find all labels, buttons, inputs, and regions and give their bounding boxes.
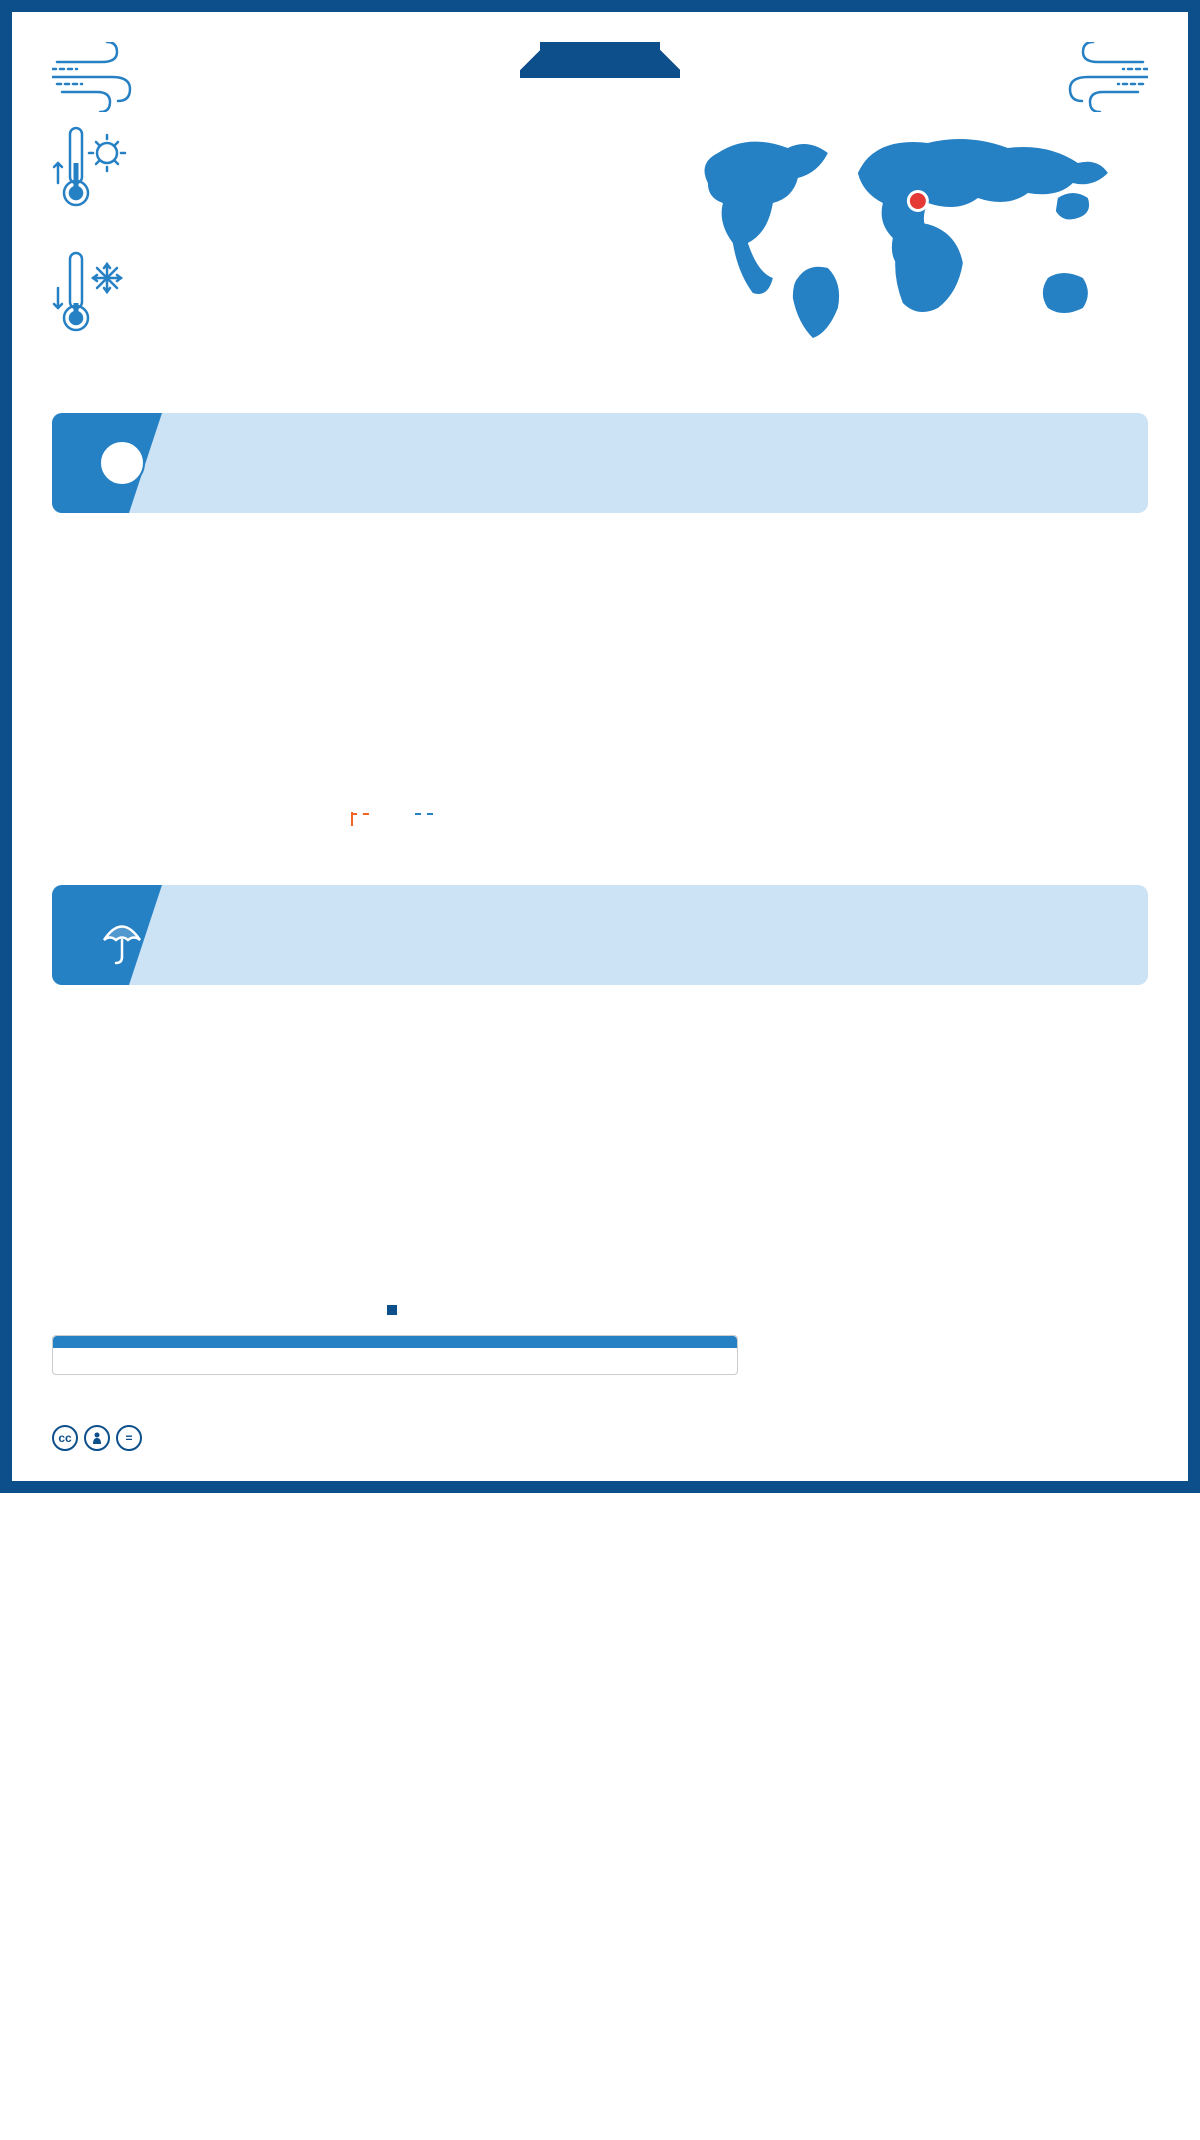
thermometer-snow-icon (52, 248, 132, 338)
precipitation-bar-chart (52, 1015, 738, 1295)
fact-coldest (52, 248, 638, 343)
thermometer-sun-icon (52, 123, 132, 213)
sun-icon (92, 433, 152, 493)
precipitation-row (52, 1015, 1148, 1375)
cc-icon: cc (52, 1425, 78, 1451)
temperature-legend (52, 813, 738, 815)
temperature-line-chart (52, 543, 738, 803)
fact-warmest (52, 123, 638, 218)
header (52, 42, 1148, 83)
precipitation-legend (52, 1305, 738, 1315)
temperature-chart-row (52, 543, 1148, 815)
wind-icon-right (1048, 42, 1148, 112)
world-map-area (668, 123, 1148, 373)
section-banner-temperature (52, 413, 1148, 513)
summary-row (52, 123, 1148, 373)
probability-box (52, 1335, 738, 1375)
umbrella-icon (92, 905, 152, 965)
wind-icon-left (52, 42, 152, 112)
world-map-icon (668, 123, 1148, 363)
cc-license: cc = (52, 1425, 158, 1451)
by-icon (84, 1425, 110, 1451)
section-banner-precipitation (52, 885, 1148, 985)
nd-icon: = (116, 1425, 142, 1451)
infographic-frame: cc = (0, 0, 1200, 1493)
title-banner (540, 42, 660, 78)
probability-title (53, 1336, 737, 1348)
footer: cc = (52, 1405, 1148, 1451)
